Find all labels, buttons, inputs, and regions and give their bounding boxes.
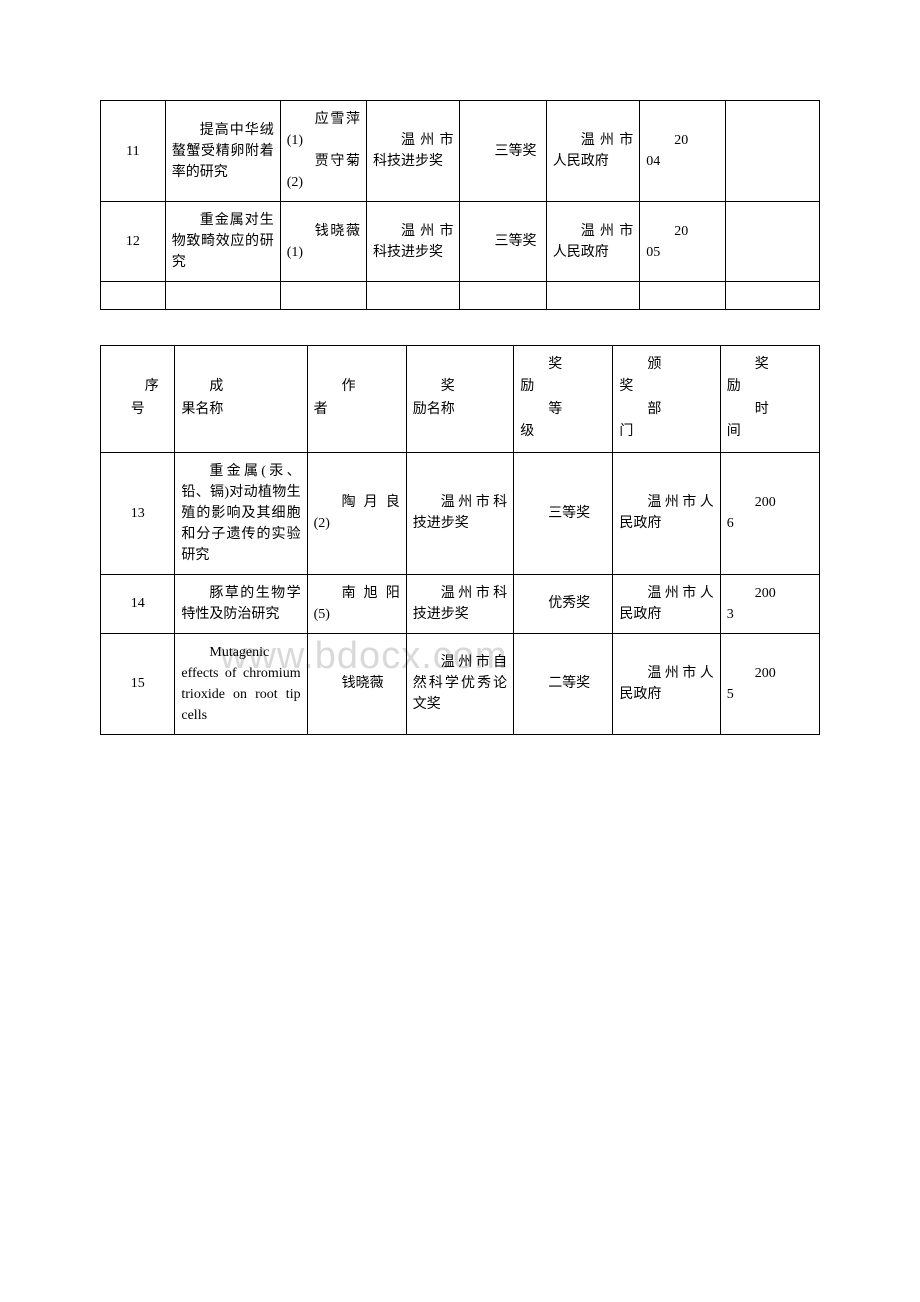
cell-num: 13	[101, 452, 175, 574]
cell-author: 南旭阳(5)	[307, 574, 406, 633]
table-row: 11 提高中华绒螯蟹受精卵附着率的研究 应雪萍(1)贾守菊(2) 温州市科技进步…	[101, 101, 820, 202]
header-time: 奖励时间	[720, 346, 819, 453]
cell-extra	[726, 101, 820, 202]
cell-author: 钱晓薇	[307, 633, 406, 734]
table-row: 13 重金属(汞、铅、镉)对动植物生殖的影响及其细胞和分子遗传的实验研究 陶月良…	[101, 452, 820, 574]
table-row: 14 豚草的生物学特性及防治研究 南旭阳(5) 温州市科技进步奖 优秀奖 温州市…	[101, 574, 820, 633]
cell-author: 钱晓薇(1)	[280, 202, 366, 282]
cell-time: 2005	[640, 202, 726, 282]
table-row-empty	[101, 282, 820, 310]
header-level: 奖励等级	[514, 346, 613, 453]
cell-num: 15	[101, 633, 175, 734]
table-row: 15 Mutagenic effects of chromium trioxid…	[101, 633, 820, 734]
cell-dept: 温州市人民政府	[613, 452, 720, 574]
header-name: 成果名称	[175, 346, 307, 453]
header-num: 序号	[101, 346, 175, 453]
header-dept: 颁奖部门	[613, 346, 720, 453]
cell-name: Mutagenic effects of chromium trioxide o…	[175, 633, 307, 734]
awards-table-2: 序号 成果名称 作者 奖励名称 奖励等级 颁奖部门 奖励时间 13 重金属(汞、…	[100, 345, 820, 735]
cell-award: 温州市自然科学优秀论文奖	[406, 633, 513, 734]
cell-level: 优秀奖	[514, 574, 613, 633]
cell-name: 豚草的生物学特性及防治研究	[175, 574, 307, 633]
cell-name: 重金属(汞、铅、镉)对动植物生殖的影响及其细胞和分子遗传的实验研究	[175, 452, 307, 574]
cell-empty	[367, 282, 460, 310]
cell-name: 重金属对生物致畸效应的研究	[165, 202, 280, 282]
cell-time: 2003	[720, 574, 819, 633]
cell-level: 三等奖	[514, 452, 613, 574]
cell-empty	[640, 282, 726, 310]
cell-extra	[726, 202, 820, 282]
cell-level: 三等奖	[460, 202, 546, 282]
cell-time: 2006	[720, 452, 819, 574]
cell-num: 11	[101, 101, 166, 202]
cell-level: 三等奖	[460, 101, 546, 202]
awards-table-1: 11 提高中华绒螯蟹受精卵附着率的研究 应雪萍(1)贾守菊(2) 温州市科技进步…	[100, 100, 820, 310]
cell-num: 12	[101, 202, 166, 282]
header-author: 作者	[307, 346, 406, 453]
cell-award: 温州市科技进步奖	[406, 574, 513, 633]
content-wrapper: 11 提高中华绒螯蟹受精卵附着率的研究 应雪萍(1)贾守菊(2) 温州市科技进步…	[100, 100, 820, 735]
cell-author: 陶月良(2)	[307, 452, 406, 574]
table-header-row: 序号 成果名称 作者 奖励名称 奖励等级 颁奖部门 奖励时间	[101, 346, 820, 453]
cell-dept: 温州市人民政府	[613, 574, 720, 633]
cell-dept: 温州市人民政府	[546, 101, 639, 202]
cell-empty	[460, 282, 546, 310]
cell-empty	[165, 282, 280, 310]
cell-level: 二等奖	[514, 633, 613, 734]
cell-empty	[546, 282, 639, 310]
cell-award: 温州市科技进步奖	[406, 452, 513, 574]
cell-empty	[726, 282, 820, 310]
cell-author: 应雪萍(1)贾守菊(2)	[280, 101, 366, 202]
cell-name: 提高中华绒螯蟹受精卵附着率的研究	[165, 101, 280, 202]
table-row: 12 重金属对生物致畸效应的研究 钱晓薇(1) 温州市科技进步奖 三等奖 温州市…	[101, 202, 820, 282]
cell-empty	[101, 282, 166, 310]
cell-dept: 温州市人民政府	[613, 633, 720, 734]
cell-award: 温州市科技进步奖	[367, 101, 460, 202]
header-award: 奖励名称	[406, 346, 513, 453]
cell-time: 2005	[720, 633, 819, 734]
cell-time: 2004	[640, 101, 726, 202]
cell-empty	[280, 282, 366, 310]
cell-award: 温州市科技进步奖	[367, 202, 460, 282]
cell-dept: 温州市人民政府	[546, 202, 639, 282]
cell-num: 14	[101, 574, 175, 633]
